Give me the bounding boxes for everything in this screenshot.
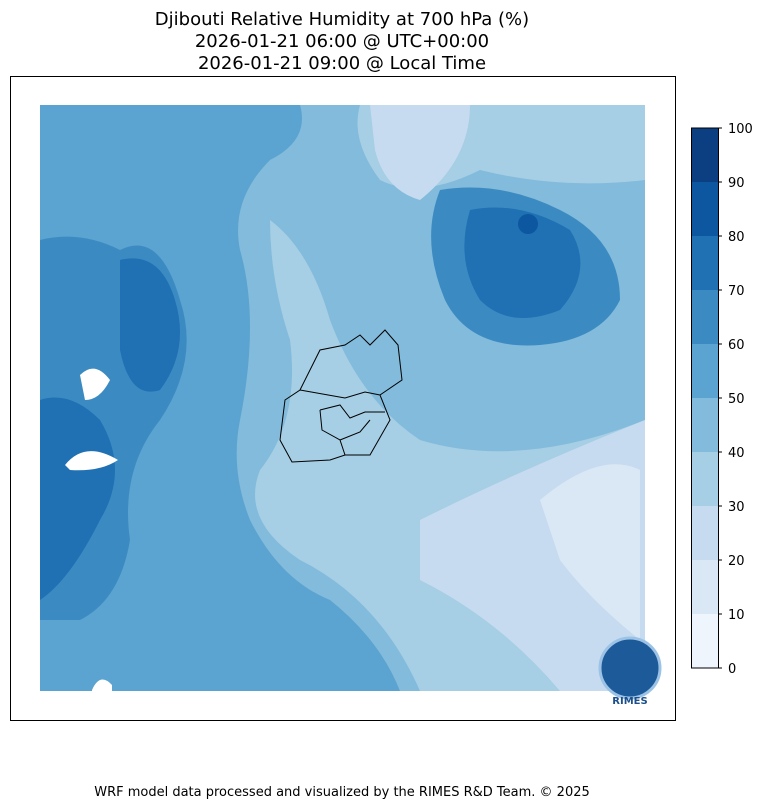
colorbar-band (691, 452, 718, 506)
colorbar-tick-label: 0 (728, 662, 736, 677)
logo: RIMES (598, 636, 662, 707)
colorbar: 0 10 20 30 40 50 60 70 80 90 100 (691, 122, 753, 677)
colorbar-band (691, 398, 718, 452)
colorbar-band (691, 236, 718, 290)
colorbar-band (691, 560, 718, 614)
colorbar-tick-label: 10 (728, 608, 745, 623)
title-line: 2026-01-21 06:00 @ UTC+00:00 (195, 31, 489, 52)
colorbar-band (691, 128, 718, 182)
colorbar-band (691, 182, 718, 236)
colorbar-tick-label: 30 (728, 500, 745, 515)
colorbar-band (691, 614, 718, 668)
colorbar-tick-label: 40 (728, 446, 745, 461)
colorbar-tick-label: 100 (728, 122, 753, 137)
humidity-field (40, 105, 645, 691)
footer: WRF model data processed and visualized … (94, 785, 590, 800)
colorbar-tick-label: 60 (728, 338, 745, 353)
colorbar-tick-label: 20 (728, 554, 745, 569)
colorbar-band (691, 344, 718, 398)
logo-text: RIMES (612, 696, 647, 707)
colorbar-tick-label: 70 (728, 284, 745, 299)
djibouti-borders (279, 329, 403, 463)
title-line: Djibouti Relative Humidity at 700 hPa (%… (155, 9, 529, 30)
title-line: 2026-01-21 09:00 @ Local Time (198, 53, 486, 74)
colorbar-band (691, 290, 718, 344)
colorbar-tick-label: 90 (728, 176, 745, 191)
colorbar-tick-label: 80 (728, 230, 745, 245)
colorbar-band (691, 506, 718, 560)
colorbar-tick-label: 50 (728, 392, 745, 407)
